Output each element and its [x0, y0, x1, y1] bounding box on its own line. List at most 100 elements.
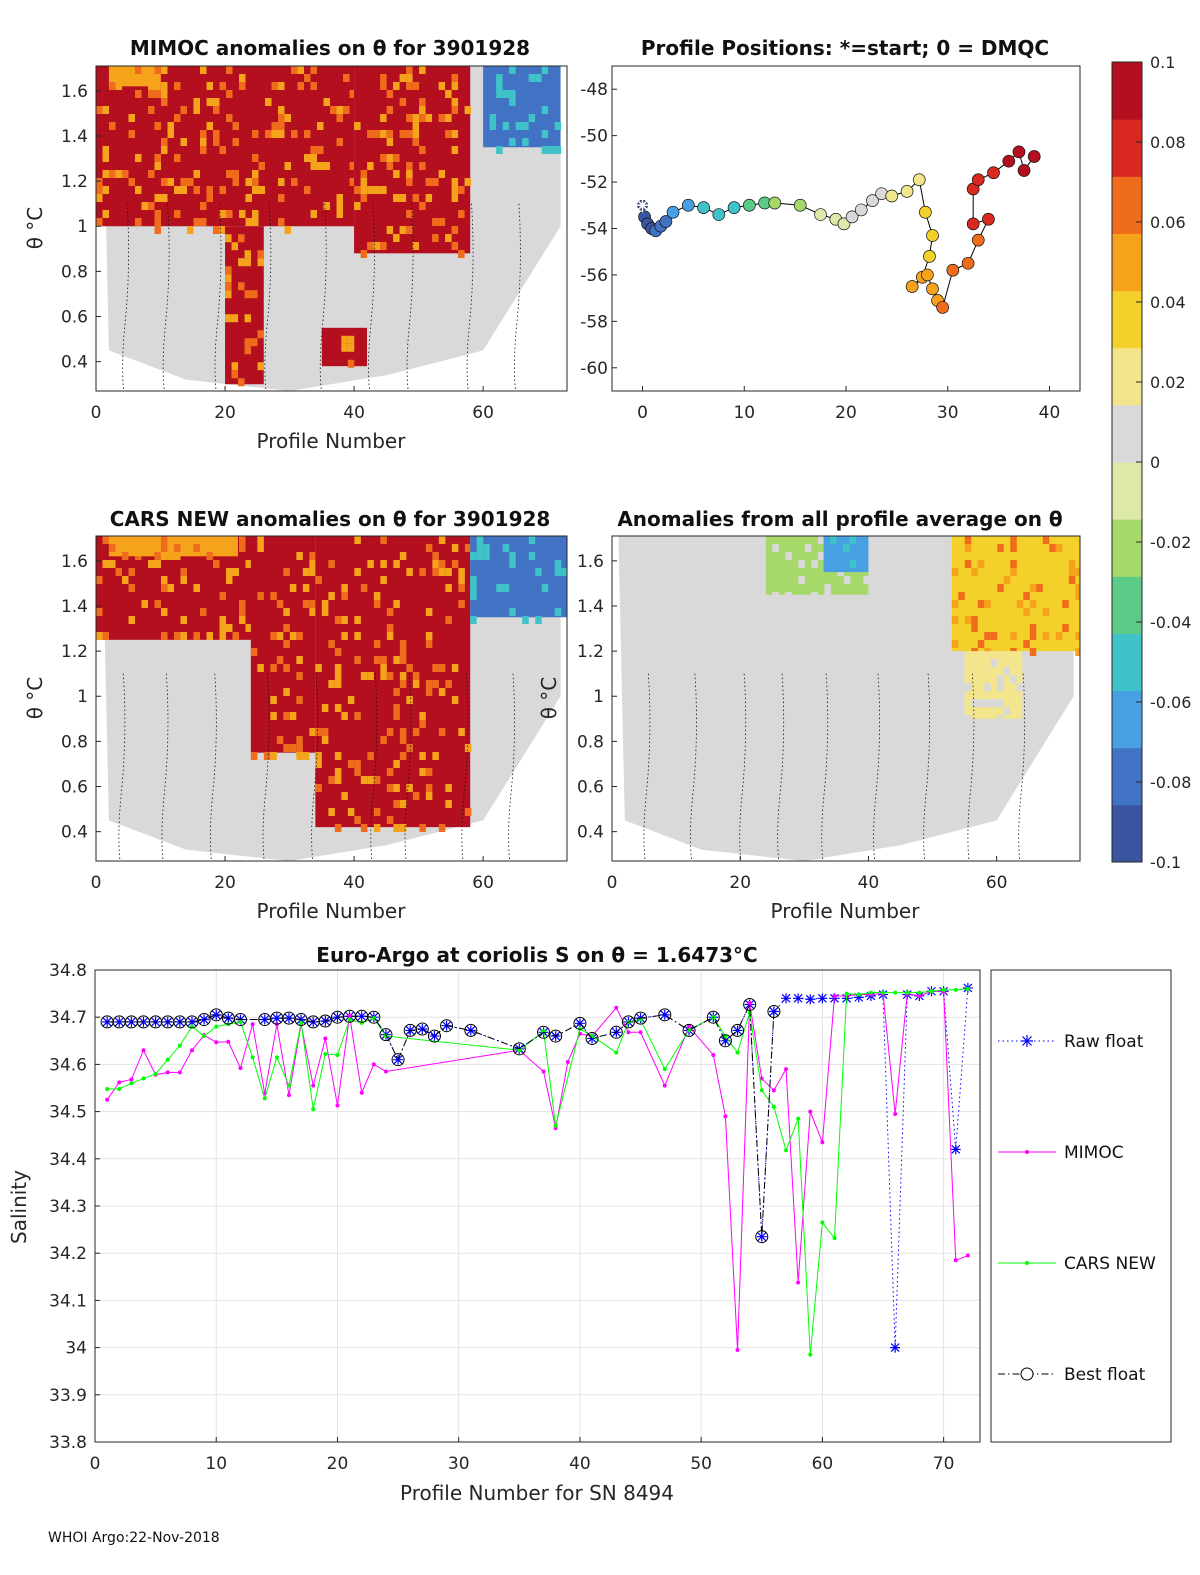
anomaly-cell	[219, 592, 226, 600]
data-point	[299, 1020, 304, 1025]
data-point	[177, 1070, 182, 1075]
anomaly-cell	[811, 560, 818, 568]
data-point	[868, 990, 873, 995]
anomaly-cell	[257, 250, 265, 259]
anomaly-cell	[213, 226, 220, 234]
anomaly-cell	[180, 186, 187, 194]
anomaly-cell	[386, 768, 394, 776]
data-point	[808, 1352, 813, 1357]
y-tick-label: 0.8	[61, 732, 88, 752]
anomaly-cell	[323, 162, 330, 170]
anomaly-cell	[328, 560, 335, 568]
data-point	[464, 1023, 478, 1037]
anomaly-cell	[373, 600, 381, 608]
anomaly-cell	[451, 74, 459, 82]
anomaly-cell	[180, 568, 187, 576]
anomaly-cell	[438, 114, 446, 122]
anomaly-cell	[180, 138, 187, 146]
contour-line	[368, 203, 375, 391]
anomaly-cell	[360, 178, 368, 186]
data-point	[226, 1039, 231, 1044]
anomaly-cell	[373, 130, 381, 138]
profile-position-marker	[659, 215, 673, 228]
anomaly-cell	[135, 186, 142, 194]
anomaly-cell	[451, 544, 459, 552]
anomaly-cell	[1003, 667, 1011, 676]
anomaly-cell	[373, 592, 381, 600]
panel2-title: Profile Positions: *=start; 0 = DMQC	[641, 36, 1049, 60]
anomaly-cell	[412, 82, 420, 90]
anomaly-cell	[257, 362, 265, 371]
anomaly-cell	[399, 736, 407, 744]
anomaly-cell	[187, 226, 194, 234]
data-point	[214, 1024, 219, 1029]
data-point	[197, 1013, 211, 1027]
anomaly-cell	[154, 122, 161, 130]
contour-line	[466, 203, 474, 391]
profile-position-marker	[793, 198, 807, 212]
anomaly-cell	[226, 624, 233, 632]
data-point	[747, 1001, 752, 1006]
data-point	[941, 987, 946, 992]
anomaly-cell	[213, 130, 220, 138]
anomaly-cell	[380, 242, 387, 250]
anomaly-cell	[283, 664, 290, 672]
anomaly-cell	[964, 536, 972, 544]
anomaly-cell	[283, 568, 290, 576]
data-point	[609, 1025, 623, 1039]
anomaly-cell	[108, 82, 116, 90]
anomaly-cell	[360, 186, 368, 194]
anomaly-cell	[232, 632, 239, 640]
y-tick-label: -52	[580, 173, 608, 193]
anomaly-cell	[977, 560, 985, 568]
anomaly-cell	[1023, 592, 1030, 600]
anomaly-cell	[824, 584, 831, 592]
y-tick-label: -58	[580, 312, 608, 332]
anomaly-cell	[341, 616, 348, 624]
anomaly-cell	[284, 162, 291, 170]
y-tick-label: 34.3	[49, 1197, 87, 1217]
anomaly-cell	[1055, 544, 1063, 552]
data-point	[391, 1053, 405, 1067]
anomaly-cell	[432, 680, 439, 688]
anomaly-cell	[193, 186, 200, 194]
anomaly-cell	[496, 90, 503, 98]
anomaly-cell	[231, 370, 239, 379]
anomaly-cell	[406, 664, 413, 672]
anomaly-cell	[309, 608, 316, 616]
anomaly-cell	[984, 699, 991, 708]
anomaly-cell	[964, 616, 972, 624]
anomaly-cell	[161, 138, 168, 146]
anomaly-cell	[334, 704, 342, 712]
anomaly-cell	[406, 130, 413, 138]
anomaly-cell	[232, 568, 239, 576]
anomaly-cell	[1049, 544, 1056, 552]
anomaly-cell	[334, 824, 342, 832]
anomaly-cell	[1075, 632, 1080, 640]
x-tick-label: 0	[607, 873, 618, 893]
anomaly-cell	[219, 146, 226, 154]
anomaly-cell	[445, 234, 452, 242]
anomaly-cell	[1010, 560, 1017, 568]
anomaly-cell	[206, 186, 213, 194]
anomaly-cell	[522, 616, 529, 624]
anomaly-cell	[399, 640, 407, 648]
anomaly-cell	[367, 776, 374, 784]
contour-line	[739, 673, 747, 861]
anomaly-cell	[406, 170, 413, 178]
anomaly-cell	[863, 576, 870, 584]
panel5-title: Euro-Argo at coriolis S on θ = 1.6473°C	[316, 943, 757, 967]
anomaly-cell	[393, 194, 400, 202]
anomaly-cell	[380, 736, 387, 744]
anomaly-cell	[167, 178, 174, 186]
anomaly-cell	[393, 154, 400, 162]
anomaly-cell	[528, 552, 536, 560]
anomaly-cell	[257, 664, 264, 672]
y-tick-label: 34	[65, 1339, 87, 1359]
anomaly-cell	[296, 696, 303, 704]
anomaly-cell	[154, 162, 161, 170]
anomaly-cell	[354, 632, 361, 640]
data-point	[796, 1280, 801, 1285]
data-point	[759, 1088, 764, 1093]
